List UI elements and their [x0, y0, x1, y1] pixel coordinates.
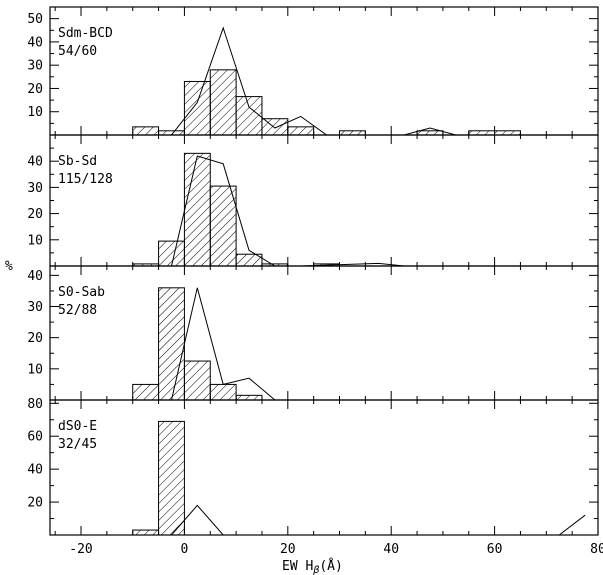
x-axis-label-main: EW H — [282, 559, 313, 574]
bar-8 — [416, 130, 444, 136]
bar-6 — [287, 126, 315, 136]
x-tick-label: 40 — [383, 542, 399, 557]
bar-3 — [209, 185, 237, 267]
panel-label: dS0-E — [58, 419, 97, 434]
bar-1 — [158, 420, 185, 536]
bar-4 — [235, 394, 263, 401]
y-tick-label: 10 — [27, 105, 43, 120]
bar-7 — [339, 130, 366, 136]
panel-label: S0-Sab — [58, 285, 105, 300]
bar-4 — [235, 96, 263, 136]
y-tick-label: 40 — [27, 35, 43, 50]
panels: 10 20 30 40 50 Sdm-BCD 54/60 10 20 30 40 Sb-Sd 115/1… — [27, 6, 603, 557]
y-tick-label: 40 — [27, 155, 43, 170]
panel-count: 115/128 — [58, 172, 113, 187]
bar-3 — [209, 69, 237, 136]
panel-frame — [49, 134, 599, 267]
panel-count: 54/60 — [58, 44, 97, 59]
panel-count: 32/45 — [58, 437, 97, 452]
y-tick-label: 30 — [27, 59, 43, 74]
x-tick-label: 80 — [590, 542, 603, 557]
bar-1 — [158, 287, 185, 401]
x-tick-label: 20 — [280, 542, 296, 557]
panel-frame — [49, 6, 599, 136]
y-tick-label: 80 — [27, 397, 43, 412]
panel-1: 10 20 30 40 Sb-Sd 115/128 — [27, 134, 599, 267]
x-axis-label-subscript: β — [312, 565, 319, 575]
bar-0 — [132, 126, 160, 136]
y-tick-label: 30 — [27, 181, 43, 196]
y-tick-label: 50 — [27, 12, 43, 27]
panel-label: Sb-Sd — [58, 154, 97, 169]
y-tick-label: 20 — [27, 82, 43, 97]
x-axis-label-unit: (Å) — [319, 558, 342, 574]
y-tick-label: 40 — [27, 463, 43, 478]
y-tick-label: 40 — [27, 269, 43, 284]
panel-count: 52/88 — [58, 303, 97, 318]
panel-frame — [49, 399, 599, 536]
x-axis-label: EW Hβ(Å) — [282, 558, 343, 575]
y-tick-label: 20 — [27, 207, 43, 222]
panel-0: 10 20 30 40 50 Sdm-BCD 54/60 — [27, 6, 599, 136]
y-tick-label: 20 — [27, 331, 43, 346]
series-line — [171, 287, 276, 401]
bar-2 — [183, 152, 211, 267]
bar-3 — [209, 383, 237, 401]
x-tick-label: 0 — [181, 542, 189, 557]
series-line — [171, 504, 586, 536]
x-tick-label: 60 — [487, 542, 503, 557]
bar-2 — [183, 80, 211, 136]
panel-2: 10 20 30 40 S0-Sab 52/88 — [27, 265, 599, 401]
bar-2 — [183, 360, 211, 401]
bar-1 — [158, 240, 185, 267]
panel-frame — [49, 265, 599, 401]
panel-3: 20 40 60 80 dS0-E 32/45 — [27, 397, 599, 536]
y-tick-label: 20 — [27, 496, 43, 511]
y-tick-label: 10 — [27, 233, 43, 248]
x-tick-label: -20 — [69, 542, 92, 557]
bar-0 — [132, 529, 160, 536]
bar-0 — [132, 383, 160, 401]
y-tick-label: 30 — [27, 300, 43, 315]
panel-label: Sdm-BCD — [58, 26, 113, 41]
y-tick-label: 10 — [27, 362, 43, 377]
y-axis-label: % — [5, 259, 13, 274]
y-tick-label: 60 — [27, 430, 43, 445]
